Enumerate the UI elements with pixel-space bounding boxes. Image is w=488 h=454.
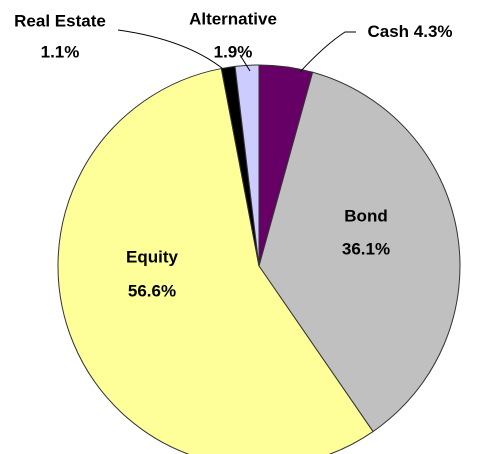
category-label: Alternative <box>189 9 277 28</box>
category-label: Real Estate <box>14 11 106 30</box>
slice-label: Cash 4.3% <box>367 22 452 41</box>
value-label: 1.1% <box>41 42 80 61</box>
leader-line <box>299 31 356 73</box>
value-label: 36.1% <box>342 239 390 258</box>
value-label: 4.3% <box>414 22 453 41</box>
category-label: Equity <box>126 247 178 266</box>
leader-line <box>117 29 229 74</box>
pie-slice <box>258 71 461 433</box>
pie-slice <box>57 67 374 454</box>
category-label: Bond <box>344 206 387 225</box>
leader-line <box>239 54 251 72</box>
category-label: Cash <box>367 22 409 41</box>
value-label: 56.6% <box>128 281 176 300</box>
pie <box>57 64 461 454</box>
labels: Cash 4.3% Bond 36.1% Equity 56.6% Real Estate… <box>14 9 452 300</box>
value-label: 1.9% <box>214 42 253 61</box>
